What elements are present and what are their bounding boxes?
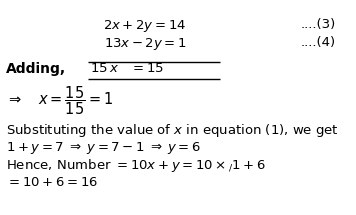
Text: Adding,: Adding, bbox=[6, 62, 66, 76]
Text: $13x-2y=1$: $13x-2y=1$ bbox=[104, 36, 187, 52]
Text: $15\,x\quad =15$: $15\,x\quad =15$ bbox=[90, 62, 164, 75]
Text: ....(3): ....(3) bbox=[301, 18, 336, 31]
Text: $=10+6=16$: $=10+6=16$ bbox=[6, 176, 98, 189]
Text: Hence, Number $=10x+y=10\times_{/}1+6$: Hence, Number $=10x+y=10\times_{/}1+6$ bbox=[6, 158, 266, 175]
Text: ....(4): ....(4) bbox=[301, 36, 336, 49]
Text: $\Rightarrow\quad x=\dfrac{15}{15}=1$: $\Rightarrow\quad x=\dfrac{15}{15}=1$ bbox=[6, 84, 113, 117]
Text: Substituting the value of $x$ in equation (1), we get: Substituting the value of $x$ in equatio… bbox=[6, 122, 339, 139]
Text: $1+y=7\;\Rightarrow\;y=7-1\;\Rightarrow\;y=6$: $1+y=7\;\Rightarrow\;y=7-1\;\Rightarrow\… bbox=[6, 140, 201, 156]
Text: $2x+2y=14$: $2x+2y=14$ bbox=[104, 18, 187, 34]
